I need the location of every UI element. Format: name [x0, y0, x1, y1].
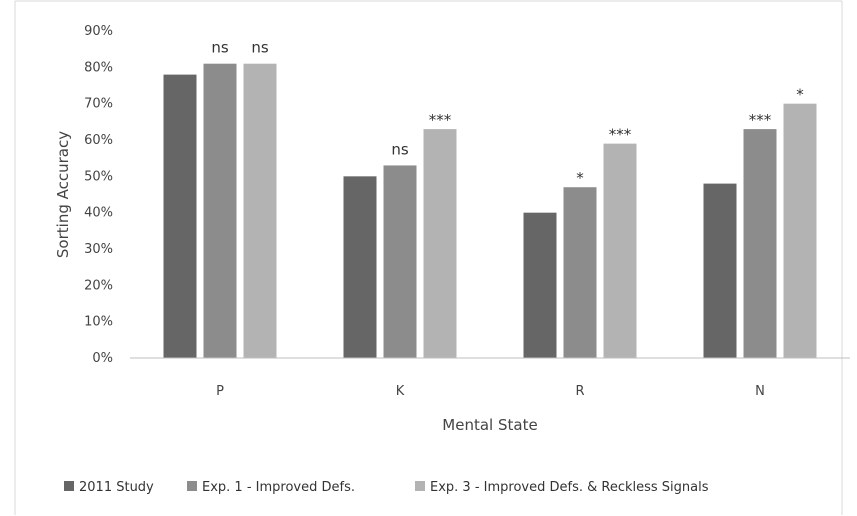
bar — [523, 212, 557, 358]
legend-label: 2011 Study — [79, 480, 154, 495]
bar — [603, 143, 637, 358]
legend-item: 2011 Study — [64, 480, 154, 495]
y-tick-label: 40% — [84, 206, 113, 221]
bar — [423, 129, 457, 358]
legend-label: Exp. 3 - Improved Defs. & Reckless Signa… — [430, 480, 709, 495]
y-tick-label: 50% — [84, 169, 113, 184]
y-tick-label: 0% — [92, 351, 113, 366]
significance-label: *** — [609, 126, 632, 144]
bar — [703, 183, 737, 358]
significance-label: * — [796, 86, 804, 104]
legend: 2011 Study Exp. 1 - Improved Defs. Exp. 3 … — [64, 480, 709, 495]
legend-swatch — [64, 481, 74, 491]
x-axis-title: Mental State — [442, 416, 537, 434]
legend-swatch — [187, 481, 197, 491]
x-tick-label: K — [396, 384, 405, 399]
chart-frame — [14, 0, 843, 515]
y-tick-label: 60% — [84, 133, 113, 148]
legend-label: Exp. 1 - Improved Defs. — [202, 480, 355, 495]
significance-label: ns — [391, 140, 409, 158]
y-axis-ticks: 0% 10% 20% 30% 40% 50% 60% 70% 80% 90% — [84, 24, 113, 366]
significance-label: *** — [749, 111, 772, 129]
y-tick-label: 70% — [84, 97, 113, 112]
y-tick-label: 80% — [84, 60, 113, 75]
bar — [243, 63, 277, 358]
bar — [343, 176, 377, 358]
bar — [383, 165, 417, 358]
x-tick-label: N — [755, 384, 765, 399]
bar — [563, 187, 597, 358]
bar — [163, 74, 197, 358]
bar — [203, 63, 237, 358]
significance-label: ns — [251, 39, 269, 57]
significance-label: * — [576, 169, 584, 187]
bars — [163, 63, 817, 359]
bar — [783, 103, 817, 359]
legend-item: Exp. 1 - Improved Defs. — [187, 480, 355, 495]
y-axis-title: Sorting Accuracy — [54, 131, 72, 258]
legend-swatch — [415, 481, 425, 491]
legend-item: Exp. 3 - Improved Defs. & Reckless Signa… — [415, 480, 709, 495]
x-tick-label: R — [575, 384, 584, 399]
y-tick-label: 10% — [84, 315, 113, 330]
x-tick-label: P — [216, 384, 224, 399]
y-tick-label: 90% — [84, 24, 113, 39]
y-tick-label: 30% — [84, 242, 113, 257]
significance-label: *** — [429, 111, 452, 129]
y-tick-label: 20% — [84, 278, 113, 293]
bar — [743, 129, 777, 358]
significance-label: ns — [211, 39, 229, 57]
